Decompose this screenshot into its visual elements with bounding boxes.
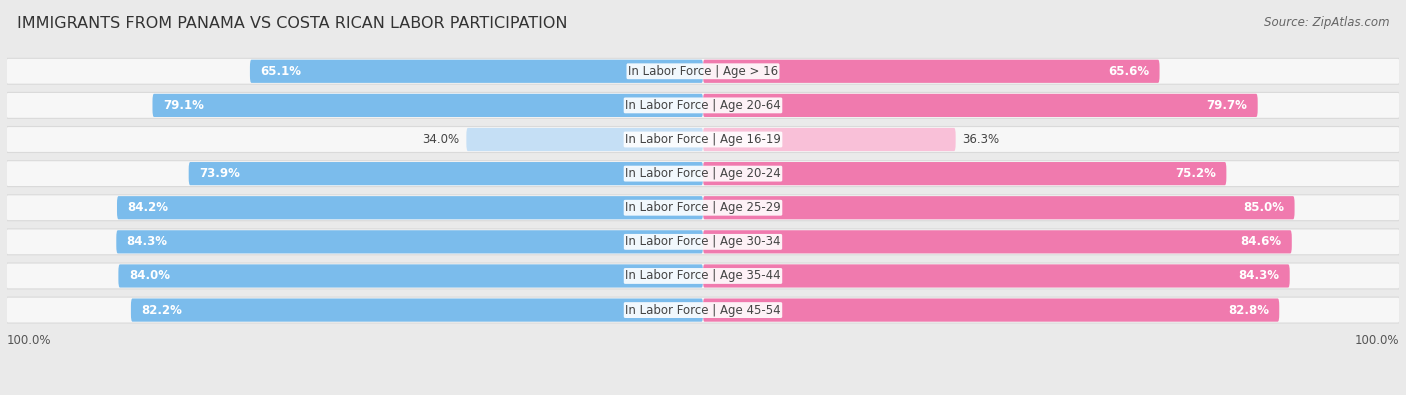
Text: IMMIGRANTS FROM PANAMA VS COSTA RICAN LABOR PARTICIPATION: IMMIGRANTS FROM PANAMA VS COSTA RICAN LA… — [17, 16, 568, 31]
Text: In Labor Force | Age 45-54: In Labor Force | Age 45-54 — [626, 304, 780, 316]
Text: 84.2%: 84.2% — [128, 201, 169, 214]
Text: In Labor Force | Age 20-24: In Labor Force | Age 20-24 — [626, 167, 780, 180]
FancyBboxPatch shape — [117, 230, 703, 254]
Text: 82.2%: 82.2% — [142, 304, 183, 316]
Text: 85.0%: 85.0% — [1243, 201, 1284, 214]
FancyBboxPatch shape — [703, 299, 1279, 322]
FancyBboxPatch shape — [118, 264, 703, 288]
FancyBboxPatch shape — [703, 230, 1292, 254]
Text: 75.2%: 75.2% — [1175, 167, 1216, 180]
FancyBboxPatch shape — [703, 128, 956, 151]
Text: In Labor Force | Age > 16: In Labor Force | Age > 16 — [628, 65, 778, 78]
FancyBboxPatch shape — [6, 58, 1400, 84]
FancyBboxPatch shape — [250, 60, 703, 83]
Text: 79.1%: 79.1% — [163, 99, 204, 112]
FancyBboxPatch shape — [703, 162, 1226, 185]
FancyBboxPatch shape — [117, 196, 703, 219]
Text: 82.8%: 82.8% — [1227, 304, 1268, 316]
Text: 73.9%: 73.9% — [200, 167, 240, 180]
Text: 84.3%: 84.3% — [1239, 269, 1279, 282]
Text: In Labor Force | Age 20-64: In Labor Force | Age 20-64 — [626, 99, 780, 112]
Text: In Labor Force | Age 25-29: In Labor Force | Age 25-29 — [626, 201, 780, 214]
FancyBboxPatch shape — [152, 94, 703, 117]
FancyBboxPatch shape — [703, 264, 1289, 288]
FancyBboxPatch shape — [6, 161, 1400, 186]
FancyBboxPatch shape — [467, 128, 703, 151]
FancyBboxPatch shape — [188, 162, 703, 185]
Text: In Labor Force | Age 30-34: In Labor Force | Age 30-34 — [626, 235, 780, 248]
Text: Source: ZipAtlas.com: Source: ZipAtlas.com — [1264, 16, 1389, 29]
Text: 79.7%: 79.7% — [1206, 99, 1247, 112]
FancyBboxPatch shape — [6, 297, 1400, 323]
Text: 34.0%: 34.0% — [422, 133, 460, 146]
Text: 100.0%: 100.0% — [7, 334, 52, 346]
Text: 84.0%: 84.0% — [129, 269, 170, 282]
Text: 84.6%: 84.6% — [1240, 235, 1281, 248]
Text: 84.3%: 84.3% — [127, 235, 167, 248]
Text: In Labor Force | Age 35-44: In Labor Force | Age 35-44 — [626, 269, 780, 282]
FancyBboxPatch shape — [703, 60, 1160, 83]
FancyBboxPatch shape — [6, 263, 1400, 289]
Text: 100.0%: 100.0% — [1354, 334, 1399, 346]
Text: 65.1%: 65.1% — [260, 65, 301, 78]
FancyBboxPatch shape — [131, 299, 703, 322]
FancyBboxPatch shape — [703, 94, 1258, 117]
FancyBboxPatch shape — [703, 196, 1295, 219]
FancyBboxPatch shape — [6, 92, 1400, 118]
Text: In Labor Force | Age 16-19: In Labor Force | Age 16-19 — [626, 133, 780, 146]
FancyBboxPatch shape — [6, 229, 1400, 255]
Text: 65.6%: 65.6% — [1108, 65, 1149, 78]
Text: 36.3%: 36.3% — [963, 133, 1000, 146]
FancyBboxPatch shape — [6, 195, 1400, 221]
FancyBboxPatch shape — [6, 126, 1400, 152]
